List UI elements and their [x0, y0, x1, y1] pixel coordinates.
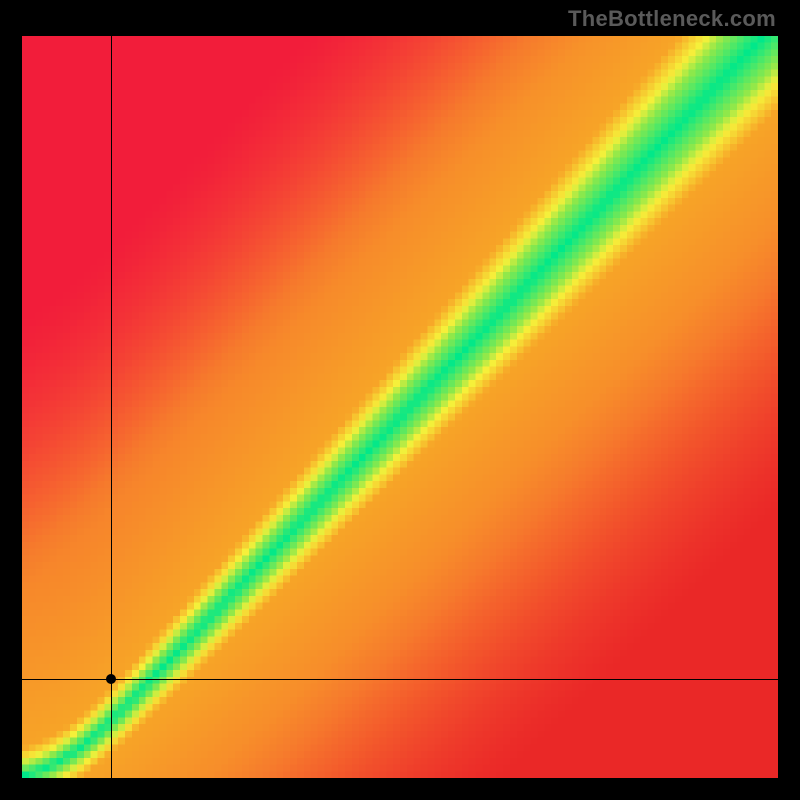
- crosshair-marker: [106, 674, 116, 684]
- crosshair-horizontal: [22, 679, 778, 680]
- heatmap-canvas: [22, 36, 778, 778]
- watermark-text: TheBottleneck.com: [568, 6, 776, 32]
- chart-container: TheBottleneck.com: [0, 0, 800, 800]
- crosshair-vertical: [111, 36, 112, 778]
- plot-area: [22, 36, 778, 778]
